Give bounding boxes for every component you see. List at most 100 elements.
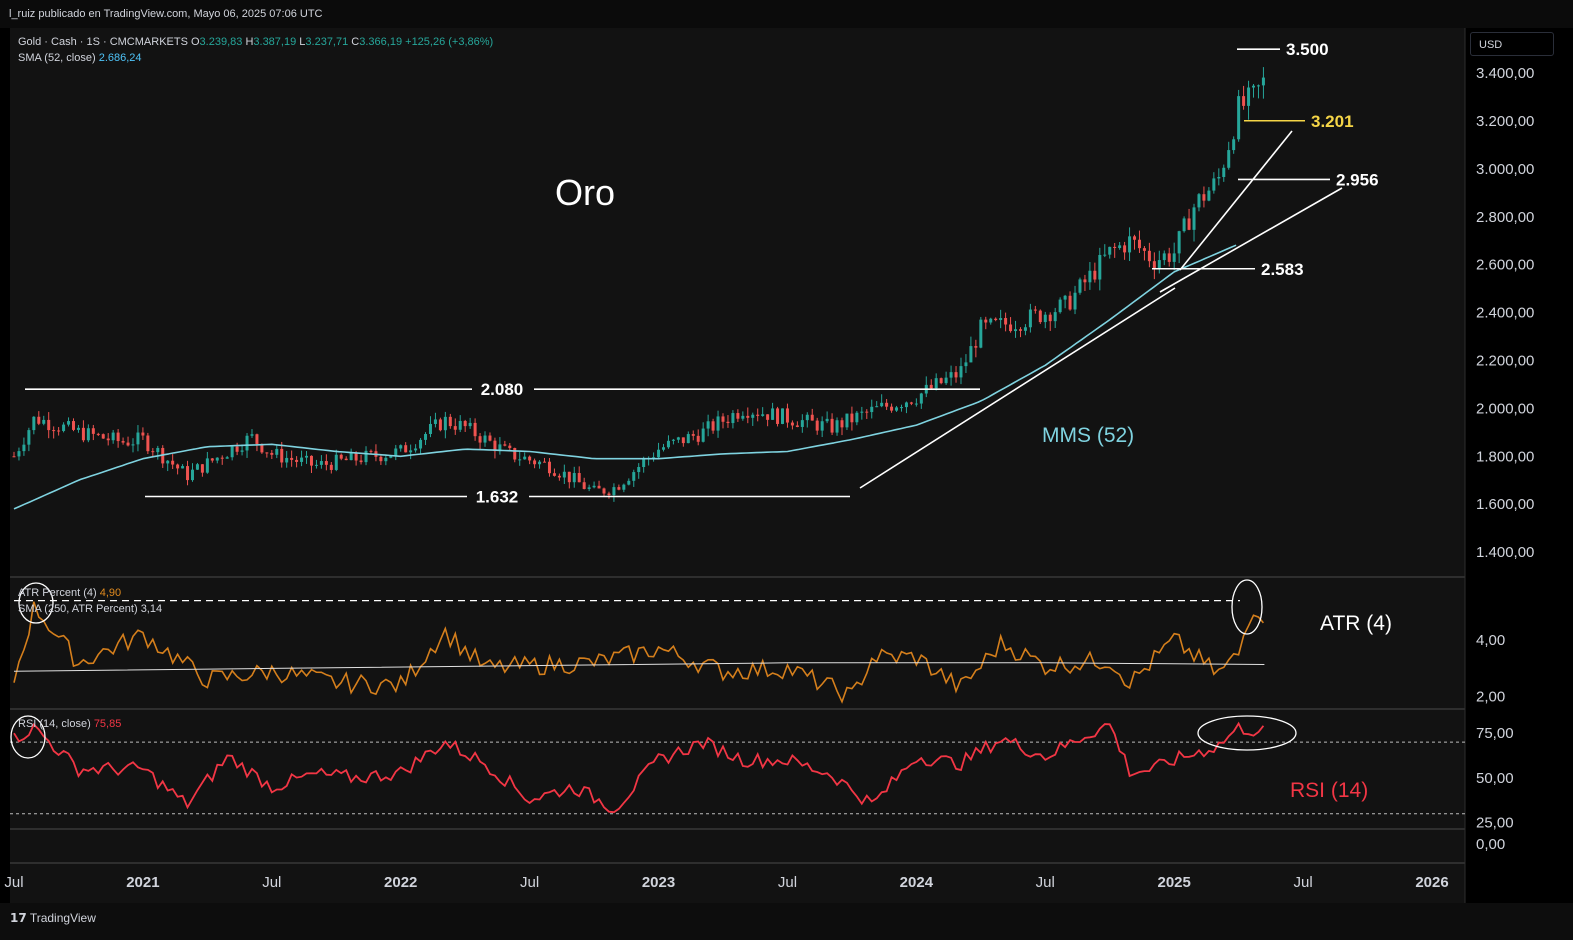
- candle-body: [1142, 248, 1146, 251]
- candle-body: [280, 448, 284, 463]
- close-value: 3.366,19: [359, 36, 403, 48]
- candle-body: [329, 464, 333, 470]
- chart-title: Oro: [555, 172, 615, 213]
- candle-body: [1162, 253, 1166, 261]
- candle-body: [32, 416, 36, 431]
- candle-body: [890, 406, 894, 411]
- candle-body: [557, 475, 561, 478]
- candle-body: [344, 458, 348, 461]
- candle-body: [845, 413, 849, 428]
- candle-body: [414, 448, 418, 451]
- candle-body: [627, 480, 631, 485]
- candle-body: [1217, 176, 1221, 179]
- candle-body: [319, 461, 323, 465]
- candle-body: [696, 435, 700, 442]
- plot-background: [10, 28, 1465, 903]
- candle-body: [235, 446, 239, 452]
- candle-body: [1232, 139, 1236, 151]
- candle-body: [666, 440, 670, 448]
- candle-body: [607, 493, 611, 496]
- tv-watermark: TradingView: [29, 911, 96, 925]
- rsi-value: 75,85: [93, 718, 122, 730]
- candle-body: [1256, 85, 1260, 87]
- time-axis[interactable]: Jul 2021 Jul 2022 Jul 2023 Jul 2024 Jul 2025 Jul 20…: [4, 874, 1448, 891]
- rsi-tick-label: 75,00: [1476, 725, 1514, 742]
- candle-body: [205, 458, 209, 473]
- candle-body: [1088, 270, 1092, 283]
- candle-body: [701, 428, 705, 442]
- rsi-pane[interactable]: [10, 721, 1465, 815]
- candle-body: [875, 406, 879, 408]
- atr-pane[interactable]: [13, 600, 1265, 704]
- atr-circle-right: [1231, 579, 1263, 635]
- price-tick-label: 2.000,00: [1476, 400, 1534, 417]
- candle-body: [746, 415, 750, 418]
- candle-body: [156, 447, 160, 453]
- sma-value: 2.686,24: [98, 52, 142, 64]
- candle-body: [984, 319, 988, 323]
- candle-body: [478, 436, 482, 443]
- time-tick-label: Jul: [262, 874, 281, 891]
- candle-body: [210, 458, 214, 461]
- candle-body: [795, 425, 799, 427]
- candle-body: [736, 413, 740, 419]
- candle-body: [721, 416, 725, 422]
- atr-title: ATR (4): [1320, 612, 1392, 635]
- candle-body: [766, 414, 770, 420]
- candle-body: [458, 420, 462, 430]
- candle-body: [989, 318, 993, 323]
- candle-body: [528, 456, 532, 461]
- price-tick-label: 2.200,00: [1476, 352, 1534, 369]
- candle-body: [1098, 254, 1102, 280]
- atr-circle-left: [18, 582, 54, 624]
- candle-body: [969, 346, 973, 363]
- candle-body: [959, 366, 963, 378]
- candle-body: [577, 473, 581, 483]
- currency-selector[interactable]: USD: [1470, 32, 1554, 56]
- price-tick-label: 1.600,00: [1476, 496, 1534, 513]
- label-2956: 2.956: [1336, 170, 1379, 189]
- price-tick-label: 3.200,00: [1476, 113, 1534, 130]
- candle-body: [1222, 167, 1226, 177]
- candle-body: [483, 435, 487, 443]
- candle-body: [1058, 299, 1062, 313]
- candle-body: [1033, 309, 1037, 311]
- candle-body: [52, 430, 56, 432]
- candle-body: [339, 454, 343, 459]
- candle-body: [1103, 254, 1107, 256]
- label-1632-bg: [467, 485, 529, 508]
- candle-body: [141, 432, 145, 436]
- label-2080-bg: [472, 378, 534, 401]
- candle-body: [934, 378, 938, 389]
- candle-body: [785, 408, 789, 423]
- candle-body: [547, 461, 551, 474]
- candle-body: [523, 456, 527, 460]
- candle-body: [756, 414, 760, 416]
- candle-body: [726, 421, 730, 424]
- candle-body: [964, 362, 968, 367]
- candle-body: [1009, 324, 1013, 332]
- candle-body: [1123, 245, 1127, 253]
- candle-body: [1014, 329, 1018, 332]
- price-tick-label: 3.400,00: [1476, 65, 1534, 82]
- candle-body: [810, 414, 814, 421]
- candle-body: [691, 434, 695, 436]
- candle-body: [488, 435, 492, 441]
- candle-body: [250, 434, 254, 436]
- candle-body: [944, 377, 948, 384]
- atr-label: ATR Percent (4): [18, 587, 97, 599]
- candle-body: [151, 451, 155, 453]
- candle-body: [438, 419, 442, 431]
- candle-body: [513, 448, 517, 460]
- candle-body: [419, 439, 423, 449]
- candle-body: [399, 445, 403, 449]
- label-2956-bg: [1332, 168, 1394, 191]
- candle-body: [1212, 178, 1216, 191]
- candle-body: [1004, 318, 1008, 325]
- price-axis[interactable]: 1.400,00 1.600,00 1.800,00 2.000,00 2.200,00…: [1476, 65, 1534, 853]
- candle-body: [1187, 218, 1191, 230]
- price-pane[interactable]: [12, 67, 1265, 510]
- candle-body: [974, 346, 978, 348]
- candle-body: [265, 452, 269, 454]
